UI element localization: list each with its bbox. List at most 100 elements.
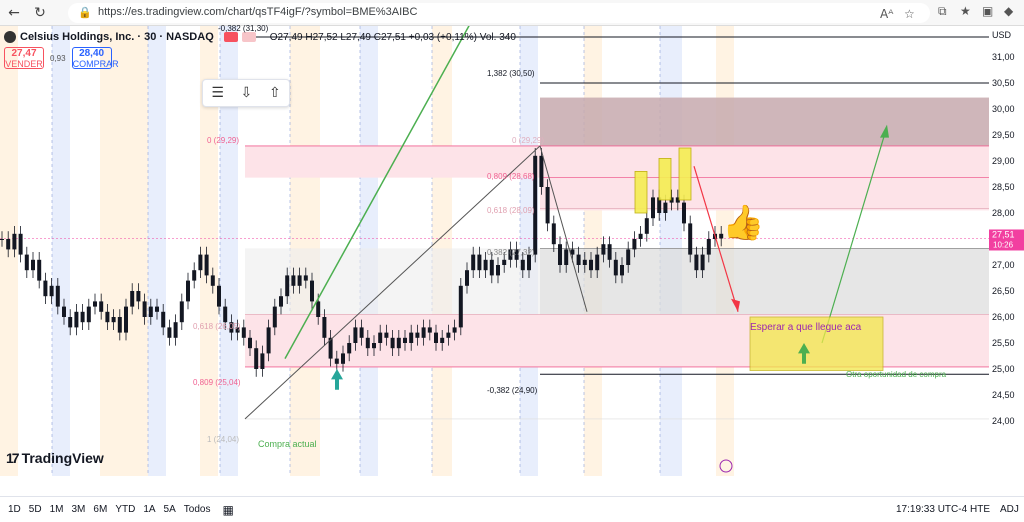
candle-body: [372, 343, 376, 349]
candle-body: [359, 327, 364, 338]
trend-line-green[interactable]: [284, 26, 470, 359]
tradingview-logo[interactable]: 17 TradingView: [6, 450, 104, 466]
fib-label-top: -0,382 (31,30): [218, 24, 269, 33]
candle-body: [124, 306, 128, 333]
candle-body: [508, 249, 513, 260]
green-up-arrow-icon: [798, 343, 810, 364]
candle-body: [186, 280, 190, 302]
symbol-title[interactable]: Celsius Holdings, Inc. · 30 · NASDAQ: [20, 31, 214, 43]
price-tick-label: 30,00: [992, 104, 1015, 114]
price-tick-label: 28,00: [992, 208, 1015, 218]
candle-body: [223, 306, 228, 323]
clock-timezone[interactable]: 17:19:33 UTC-4: [896, 504, 968, 515]
address-bar[interactable]: 🔒 https://es.tradingview.com/chart/qsTF4…: [68, 3, 930, 23]
price-tick-label: 30,50: [992, 78, 1015, 88]
resistance-zone: [540, 97, 989, 146]
arrow-up-icon[interactable]: ⇧: [268, 85, 281, 101]
candle-body: [74, 311, 79, 328]
favorite-star-icon[interactable]: ☆: [904, 7, 915, 21]
copilot-icon[interactable]: ◆: [1004, 4, 1014, 18]
candle-body: [471, 254, 476, 271]
candle-body: [117, 317, 122, 333]
range-button-1d[interactable]: 1D: [8, 504, 21, 515]
candle-body: [582, 259, 587, 265]
lightning-event-icon[interactable]: [719, 459, 733, 473]
candle-body: [0, 239, 4, 240]
range-button-5a[interactable]: 5A: [163, 504, 176, 515]
fib-label-0809a: 0,809 (28,68): [487, 172, 535, 181]
refresh-icon[interactable]: ↻: [34, 5, 46, 21]
settings-lines-icon[interactable]: ☰: [211, 85, 224, 101]
range-button-6m[interactable]: 6M: [93, 504, 108, 515]
candle-body: [353, 327, 358, 343]
candle-body: [465, 270, 469, 286]
arrow-left-icon[interactable]: ←: [8, 5, 20, 21]
esperar-label[interactable]: Esperar a que llegue aca: [750, 322, 862, 333]
candle-body: [310, 280, 314, 302]
otra-oportunidad-label[interactable]: Otra oportunidad de compra: [846, 370, 947, 379]
fib-label-0618b: 0,618 (26,05): [193, 322, 241, 331]
split-screen-icon[interactable]: ⧉: [938, 4, 947, 18]
candle-body: [700, 254, 705, 271]
read-aloud-icon[interactable]: Aᴬ: [880, 7, 894, 21]
highlight-box-3[interactable]: [678, 147, 692, 201]
range-button-1m[interactable]: 1M: [49, 504, 64, 515]
tradingview-logo-icon: 17: [6, 450, 20, 466]
symbol-legend: Celsius Holdings, Inc. · 30 · NASDAQ O27…: [4, 29, 516, 45]
chart-area[interactable]: 👍 12:002812:00Mar12:00412:00512:006712:0…: [0, 24, 1024, 496]
candle-body: [347, 343, 352, 354]
fib-label-0: 0 (29,29): [207, 136, 240, 145]
current-price-badge: [989, 229, 1024, 251]
price-tick-label: 24,50: [992, 390, 1015, 400]
candle-body: [527, 254, 531, 271]
candle-body: [272, 306, 277, 328]
url-text: https://es.tradingview.com/chart/qsTF4ig…: [98, 6, 418, 18]
candle-body: [663, 202, 668, 213]
range-button-5d[interactable]: 5D: [28, 504, 42, 515]
highlight-box-2[interactable]: [658, 157, 672, 201]
range-button-todos[interactable]: Todos: [183, 504, 211, 515]
candle-body: [303, 275, 308, 281]
compra-actual-label[interactable]: Compra actual: [258, 439, 317, 449]
candle-body: [43, 280, 48, 297]
drawing-floating-toolbar[interactable]: ☰ ⇩ ⇧: [202, 79, 290, 107]
collections-icon[interactable]: ▣: [982, 4, 994, 18]
adj-toggle[interactable]: ADJ: [1000, 504, 1019, 515]
zigzag-line[interactable]: [539, 145, 588, 312]
candle-body: [632, 239, 637, 250]
range-button-1a[interactable]: 1A: [143, 504, 156, 515]
chart-canvas[interactable]: 👍 12:002812:00Mar12:00412:00512:006712:0…: [0, 26, 989, 476]
red-arrow-line[interactable]: [693, 166, 739, 312]
fib-base-line[interactable]: [244, 145, 541, 420]
buy-button[interactable]: 28,40 COMPRAR: [71, 47, 119, 69]
green-target-line[interactable]: [821, 129, 887, 344]
sell-button[interactable]: 27,47 VENDER: [4, 47, 44, 69]
browser-toolbar: ← ↻ 🔒 https://es.tradingview.com/chart/q…: [0, 0, 1024, 26]
calendar-range-icon[interactable]: ▦: [222, 502, 234, 517]
candle-body: [130, 291, 135, 307]
candle-body: [514, 249, 519, 260]
price-tick-label: 26,50: [992, 286, 1015, 296]
candle-body: [105, 311, 110, 323]
session-toggle[interactable]: HTE: [970, 504, 990, 515]
arrow-down-icon[interactable]: ⇩: [240, 85, 253, 101]
favorites-icon[interactable]: ★: [960, 4, 971, 18]
session-band: [52, 26, 70, 476]
highlight-box-1[interactable]: [634, 170, 648, 214]
candle-body: [434, 332, 438, 343]
sell-price: 27,47: [11, 48, 37, 59]
price-tick-label: 28,50: [992, 182, 1015, 192]
candle-body: [31, 259, 35, 271]
price-axis[interactable]: USD 31,00 30,50 30,00 29,50 29,00 28,50 28,00 27…: [989, 26, 1024, 476]
session-band: [148, 26, 166, 476]
candle-body: [24, 254, 29, 271]
range-button-3m[interactable]: 3M: [71, 504, 86, 515]
candle-body: [12, 233, 17, 250]
candle-body: [396, 337, 401, 349]
buy-zone-box[interactable]: [749, 316, 884, 371]
candle-body: [6, 239, 11, 250]
range-button-ytd[interactable]: YTD: [115, 504, 136, 515]
candle-body: [489, 259, 494, 276]
candle-body: [533, 155, 538, 255]
candle-body: [601, 244, 606, 255]
